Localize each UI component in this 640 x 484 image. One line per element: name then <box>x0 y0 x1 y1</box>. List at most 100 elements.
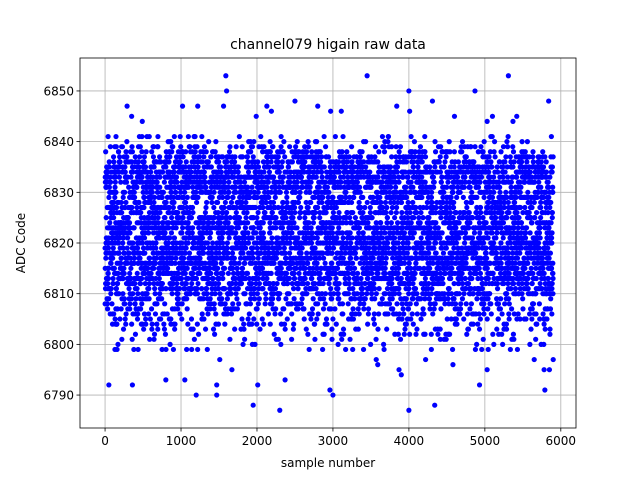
data-point <box>202 245 207 250</box>
data-point <box>213 149 218 154</box>
data-point <box>460 281 465 286</box>
data-point <box>236 169 241 174</box>
data-point <box>174 180 179 185</box>
data-point <box>139 301 144 306</box>
data-point <box>450 347 455 352</box>
data-point <box>135 245 140 250</box>
data-point <box>378 220 383 225</box>
data-point <box>219 235 224 240</box>
data-point <box>197 271 202 276</box>
data-point <box>418 144 423 149</box>
data-point <box>462 240 467 245</box>
data-point <box>360 291 365 296</box>
data-point <box>208 154 213 159</box>
data-point <box>148 169 153 174</box>
data-point <box>438 169 443 174</box>
data-point <box>281 175 286 180</box>
data-point <box>433 220 438 225</box>
data-point <box>119 337 124 342</box>
data-point <box>378 200 383 205</box>
data-point <box>171 205 176 210</box>
data-point <box>336 210 341 215</box>
data-point <box>371 256 376 261</box>
data-point <box>308 185 313 190</box>
data-point <box>234 210 239 215</box>
data-point <box>272 311 277 316</box>
data-point <box>245 154 250 159</box>
data-point <box>292 210 297 215</box>
data-point <box>175 210 180 215</box>
data-point <box>190 205 195 210</box>
data-point <box>111 154 116 159</box>
data-point <box>257 327 262 332</box>
data-point <box>112 185 117 190</box>
data-point <box>274 256 279 261</box>
data-point <box>452 149 457 154</box>
data-point <box>431 245 436 250</box>
data-point <box>467 306 472 311</box>
data-point <box>292 276 297 281</box>
data-point <box>404 322 409 327</box>
data-point <box>479 175 484 180</box>
data-point <box>128 175 133 180</box>
data-point <box>371 316 376 321</box>
data-point <box>320 195 325 200</box>
data-point <box>346 276 351 281</box>
data-point <box>451 205 456 210</box>
data-point <box>292 296 297 301</box>
data-point <box>351 316 356 321</box>
data-point <box>278 190 283 195</box>
data-point <box>229 225 234 230</box>
data-point <box>263 301 268 306</box>
data-point <box>451 200 456 205</box>
data-point <box>429 347 434 352</box>
data-point <box>466 225 471 230</box>
data-point <box>107 220 112 225</box>
data-point <box>161 190 166 195</box>
data-point <box>172 235 177 240</box>
data-point <box>178 134 183 139</box>
data-point <box>123 316 128 321</box>
data-point <box>410 200 415 205</box>
data-point <box>248 301 253 306</box>
data-point <box>211 205 216 210</box>
data-point <box>126 215 131 220</box>
data-point <box>130 337 135 342</box>
data-point <box>258 225 263 230</box>
data-point <box>125 235 130 240</box>
data-point <box>439 180 444 185</box>
data-point <box>235 306 240 311</box>
data-point <box>132 256 137 261</box>
data-point <box>155 327 160 332</box>
data-point <box>291 271 296 276</box>
data-point <box>440 276 445 281</box>
data-point <box>172 134 177 139</box>
data-point <box>180 215 185 220</box>
data-point <box>170 291 175 296</box>
data-point <box>313 210 318 215</box>
data-point <box>356 327 361 332</box>
data-point <box>167 342 172 347</box>
data-point <box>268 322 273 327</box>
data-point <box>240 251 245 256</box>
data-point <box>237 261 242 266</box>
data-point <box>383 271 388 276</box>
data-point <box>348 256 353 261</box>
data-point <box>478 316 483 321</box>
data-point <box>111 311 116 316</box>
data-point <box>203 205 208 210</box>
data-point <box>240 144 245 149</box>
data-point <box>399 200 404 205</box>
data-point <box>361 347 366 352</box>
data-point <box>412 139 417 144</box>
data-point <box>427 240 432 245</box>
data-point <box>334 322 339 327</box>
data-point <box>112 316 117 321</box>
data-point <box>179 276 184 281</box>
data-point <box>260 286 265 291</box>
data-point <box>218 220 223 225</box>
data-point <box>227 235 232 240</box>
data-point <box>266 164 271 169</box>
data-point <box>444 154 449 159</box>
data-point <box>208 296 213 301</box>
